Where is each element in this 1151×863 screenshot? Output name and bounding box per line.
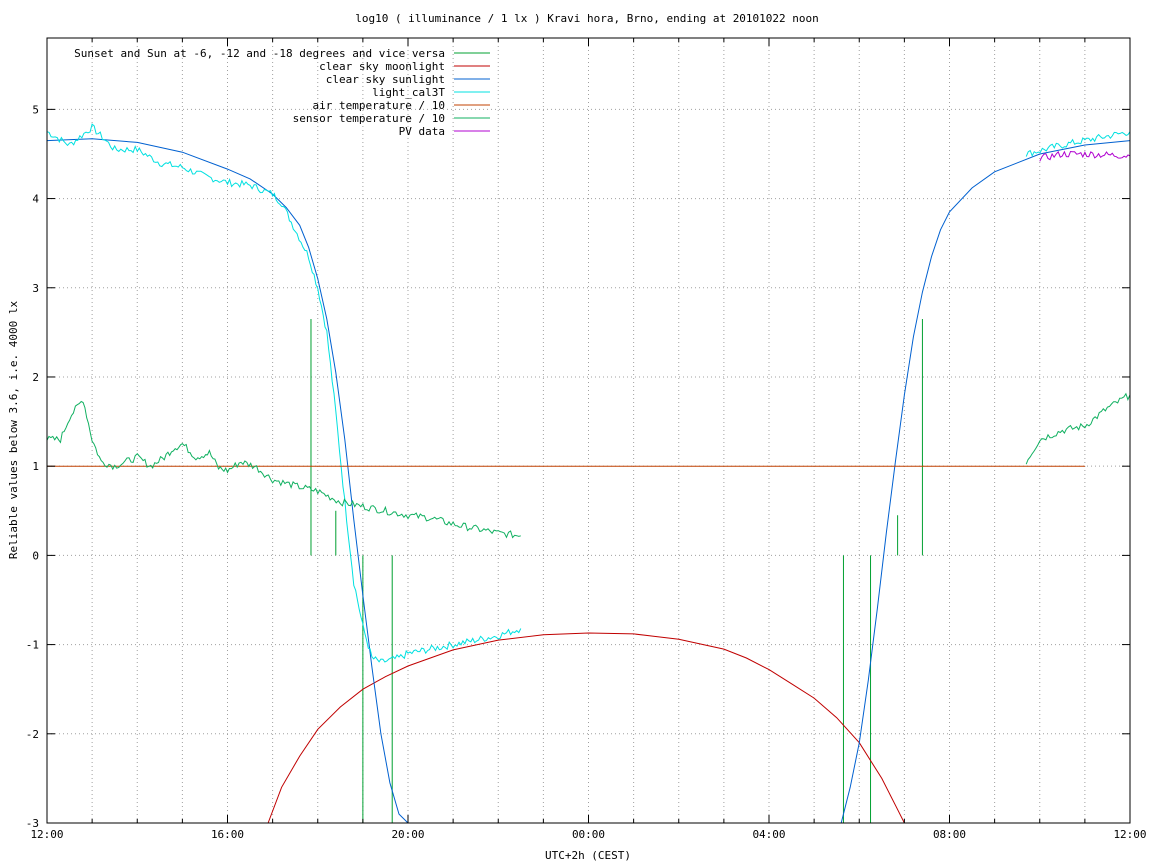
x-tick-label: 08:00	[933, 828, 966, 841]
legend-label: air temperature / 10	[313, 99, 445, 112]
legend-label: clear sky moonlight	[319, 60, 445, 73]
x-tick-label: 20:00	[391, 828, 424, 841]
series-3-line	[46, 123, 522, 663]
series-1-line	[267, 632, 905, 824]
legend-label: clear sky sunlight	[326, 73, 445, 86]
series-3-line-2	[1025, 131, 1131, 158]
legend-label: sensor temperature / 10	[293, 112, 445, 125]
y-tick-label: 5	[32, 103, 39, 116]
legend-label: light_cal3T	[372, 86, 445, 99]
chart-title: log10 ( illuminance / 1 lx ) Kravi hora,…	[355, 12, 819, 25]
y-tick-label: -1	[26, 639, 39, 652]
y-tick-label: -3	[26, 817, 39, 830]
y-tick-label: 0	[32, 549, 39, 562]
legend-label: PV data	[399, 125, 445, 138]
x-tick-label: 04:00	[752, 828, 785, 841]
grid	[47, 38, 1130, 823]
legend: Sunset and Sun at -6, -12 and -18 degree…	[74, 47, 490, 138]
series-layer	[46, 123, 1131, 824]
series-2-line	[46, 138, 1131, 824]
y-tick-label: 1	[32, 460, 39, 473]
legend-label: Sunset and Sun at -6, -12 and -18 degree…	[74, 47, 445, 60]
x-axis-label: UTC+2h (CEST)	[545, 849, 631, 862]
axis-ticks: 12:00 16:00 20:00 00:00 04:00 08:00 12:00-3-2-…	[26, 38, 1147, 841]
x-tick-label: 00:00	[572, 828, 605, 841]
y-tick-label: -2	[26, 728, 39, 741]
y-axis-label: Reliable values below 3.6, i.e. 4000 lx	[7, 300, 20, 559]
series-6-line	[1039, 150, 1131, 162]
series-5-line	[46, 400, 521, 539]
x-tick-label: 16:00	[211, 828, 244, 841]
x-tick-label: 12:00	[30, 828, 63, 841]
y-tick-label: 3	[32, 282, 39, 295]
series-5-line-2	[1025, 392, 1131, 465]
y-tick-label: 4	[32, 193, 39, 206]
x-tick-label: 12:00	[1113, 828, 1146, 841]
y-tick-label: 2	[32, 371, 39, 384]
